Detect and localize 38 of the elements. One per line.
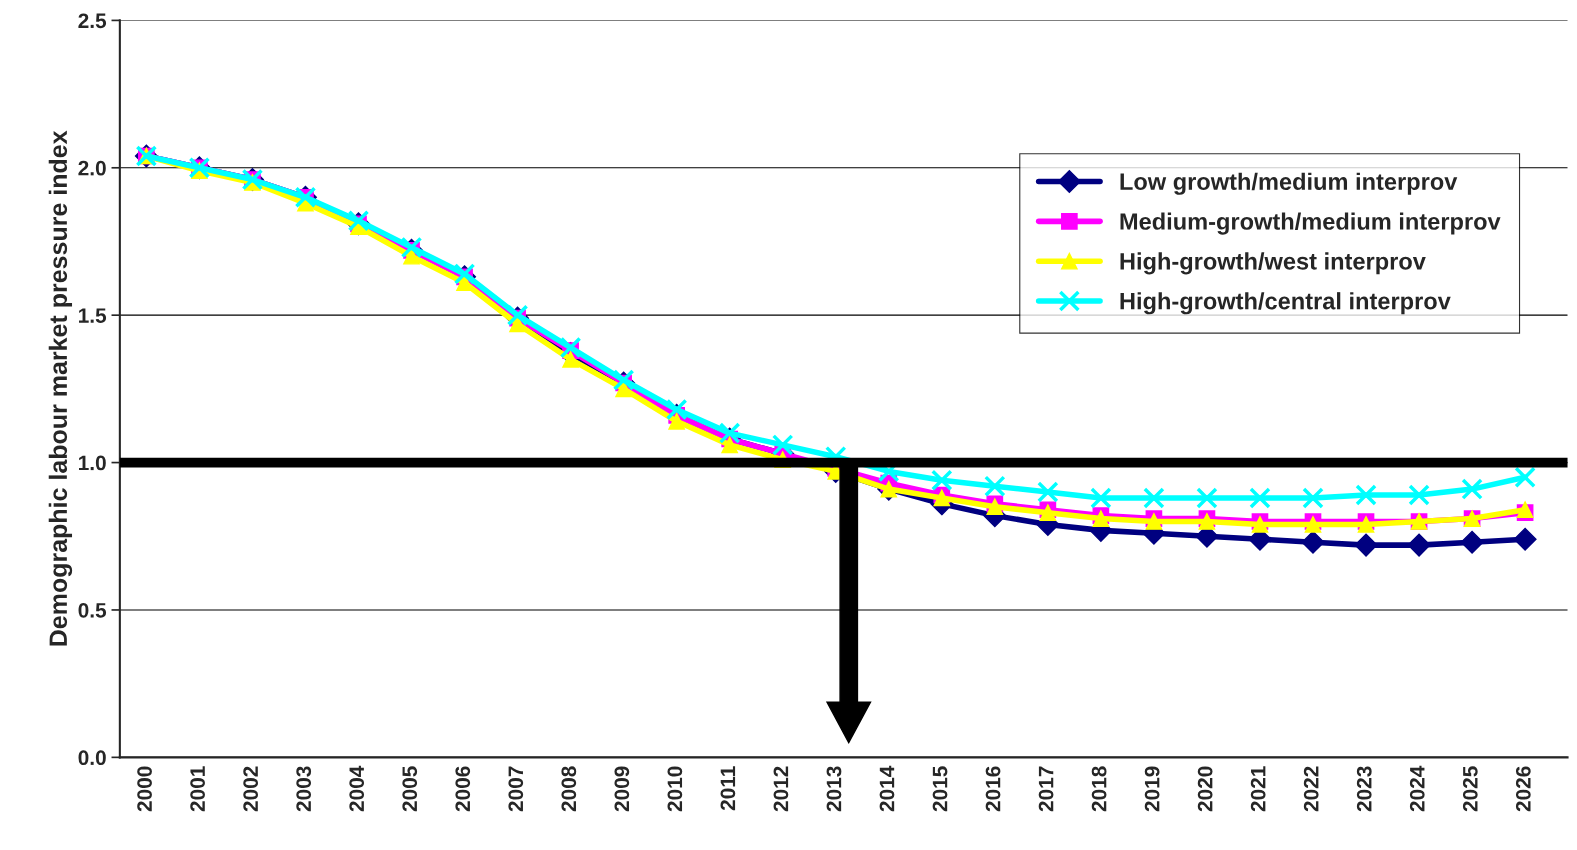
x-tick-label: 2015 (932, 766, 948, 812)
legend-label: Low growth/medium interprov (1120, 172, 1458, 195)
x-tick-label: 2010 (667, 766, 683, 812)
x-tick-label: 2006 (455, 766, 471, 812)
x-tick-label: 2000 (137, 766, 152, 812)
legend-label: High-growth/west interprov (1120, 252, 1426, 275)
x-tick-label: 2018 (1091, 766, 1107, 812)
x-tick-label: 2019 (1144, 766, 1160, 812)
x-tick-label: 2003 (296, 766, 312, 812)
x-tick-label: 2020 (1197, 766, 1213, 812)
y-tick-label: 0.0 (78, 750, 106, 766)
y-tick-label: 2.0 (78, 160, 106, 176)
x-tick-label: 2001 (190, 766, 205, 812)
y-tick-label: 1.5 (79, 308, 107, 323)
x-tick-label: 2023 (1356, 766, 1372, 812)
x-tick-label: 2005 (402, 766, 418, 812)
x-tick-label: 2002 (243, 766, 259, 812)
x-tick-label: 2008 (561, 766, 577, 812)
y-tick-label: 1.0 (79, 455, 106, 471)
x-tick-label: 2014 (879, 765, 895, 812)
x-tick-label: 2011 (720, 766, 736, 811)
x-tick-label: 2026 (1515, 766, 1531, 812)
x-tick-label: 2021 (1250, 766, 1266, 812)
x-tick-label: 2012 (773, 766, 789, 812)
y-tick-label: 0.5 (78, 602, 107, 618)
x-tick-label: 2022 (1303, 766, 1319, 812)
legend-label: Medium-growth/medium interprov (1120, 212, 1501, 235)
x-tick-label: 2013 (826, 766, 842, 812)
x-tick-label: 2024 (1409, 765, 1425, 812)
y-axis-title: Demographic labour market pressure index (48, 130, 73, 646)
x-tick-label: 2004 (349, 765, 365, 812)
legend-label: High-growth/central interprov (1120, 292, 1451, 315)
y-tick-label: 2.5 (78, 13, 107, 29)
x-tick-label: 2016 (985, 766, 1001, 812)
x-tick-label: 2007 (508, 766, 524, 812)
x-tick-label: 2025 (1462, 766, 1478, 812)
x-tick-label: 2009 (614, 766, 630, 812)
x-tick-label: 2017 (1038, 766, 1054, 812)
